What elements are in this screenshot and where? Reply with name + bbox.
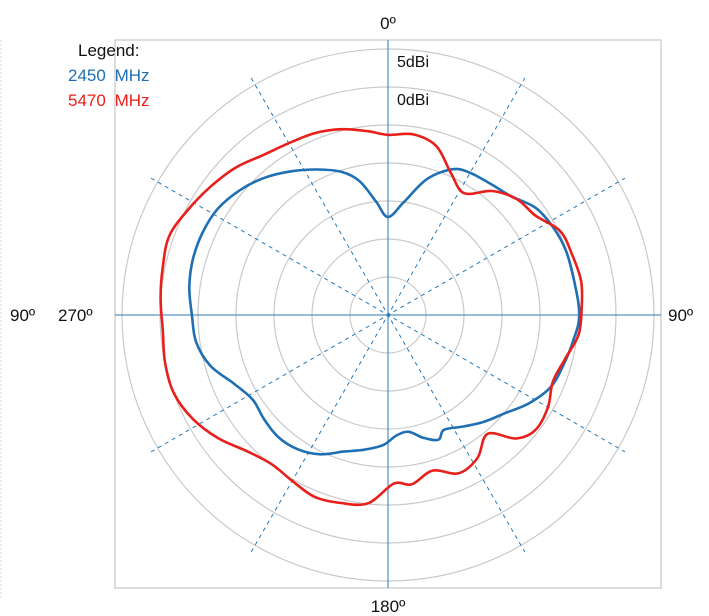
legend-entry-5470: 5470 MHz xyxy=(68,91,150,110)
series-2450-curve xyxy=(187,167,581,456)
angle-label-left-inner: 270º xyxy=(58,306,93,325)
legend-entry-2450: 2450 MHz xyxy=(68,66,150,85)
angle-label-top: 0º xyxy=(380,14,396,33)
legend-2450-freq: 2450 xyxy=(68,66,106,85)
series-5470-curve xyxy=(159,127,584,507)
angle-label-bottom: 180º xyxy=(371,597,406,616)
legend: Legend: 2450 MHz 5470 MHz xyxy=(68,41,150,110)
angle-label-right: 90º xyxy=(668,306,693,325)
ring-label-5dbi: 5dBi xyxy=(397,54,429,71)
legend-2450-unit: MHz xyxy=(115,66,150,85)
legend-5470-unit: MHz xyxy=(115,91,150,110)
radiation-curves xyxy=(159,127,584,507)
main-axes xyxy=(115,40,661,588)
ring-label-0dbi: 0dBi xyxy=(397,92,429,109)
angle-label-left-outer: 90º xyxy=(10,306,35,325)
legend-title: Legend: xyxy=(78,41,139,60)
legend-5470-freq: 5470 xyxy=(68,91,106,110)
